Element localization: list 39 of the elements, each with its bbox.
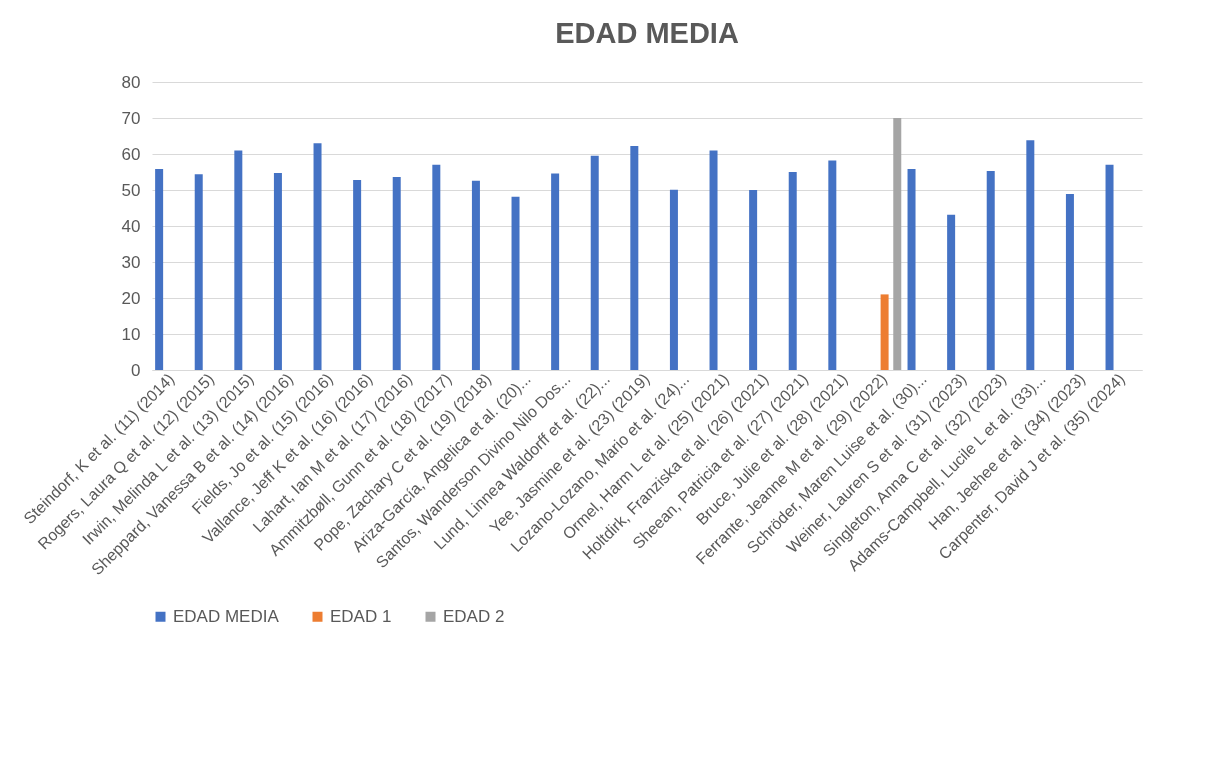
bar <box>709 150 718 370</box>
bar <box>893 118 902 370</box>
y-tick-label: 80 <box>121 72 141 92</box>
bar <box>234 150 243 370</box>
legend-label: EDAD 2 <box>443 606 505 626</box>
bar <box>392 177 401 370</box>
bar <box>194 174 203 370</box>
y-tick-label: 60 <box>121 144 141 164</box>
bar <box>471 180 480 370</box>
legend-label: EDAD MEDIA <box>173 606 280 626</box>
bar <box>880 294 889 370</box>
bar <box>1026 140 1035 370</box>
bar <box>590 155 599 370</box>
y-tick-label: 40 <box>121 216 141 236</box>
y-tick-label: 20 <box>121 288 141 308</box>
bar <box>1105 164 1114 370</box>
bar <box>432 164 441 370</box>
bar <box>353 179 362 370</box>
chart-title: EDAD MEDIA <box>555 17 739 49</box>
bar <box>947 214 956 370</box>
bar <box>788 172 797 370</box>
bar <box>749 190 758 370</box>
bar <box>986 170 995 370</box>
bar <box>907 169 916 370</box>
y-tick-label: 10 <box>121 324 141 344</box>
bar <box>669 189 678 370</box>
bar <box>155 169 164 370</box>
y-tick-label: 0 <box>131 360 141 380</box>
bar <box>551 173 560 370</box>
y-tick-label: 30 <box>121 252 141 272</box>
bar <box>630 146 639 370</box>
bar <box>1065 193 1074 370</box>
bar <box>313 143 322 370</box>
y-tick-label: 50 <box>121 180 141 200</box>
bar <box>273 173 282 370</box>
bar <box>511 196 520 370</box>
bar <box>828 160 837 370</box>
y-tick-label: 70 <box>121 108 141 128</box>
legend-label: EDAD 1 <box>330 606 392 626</box>
